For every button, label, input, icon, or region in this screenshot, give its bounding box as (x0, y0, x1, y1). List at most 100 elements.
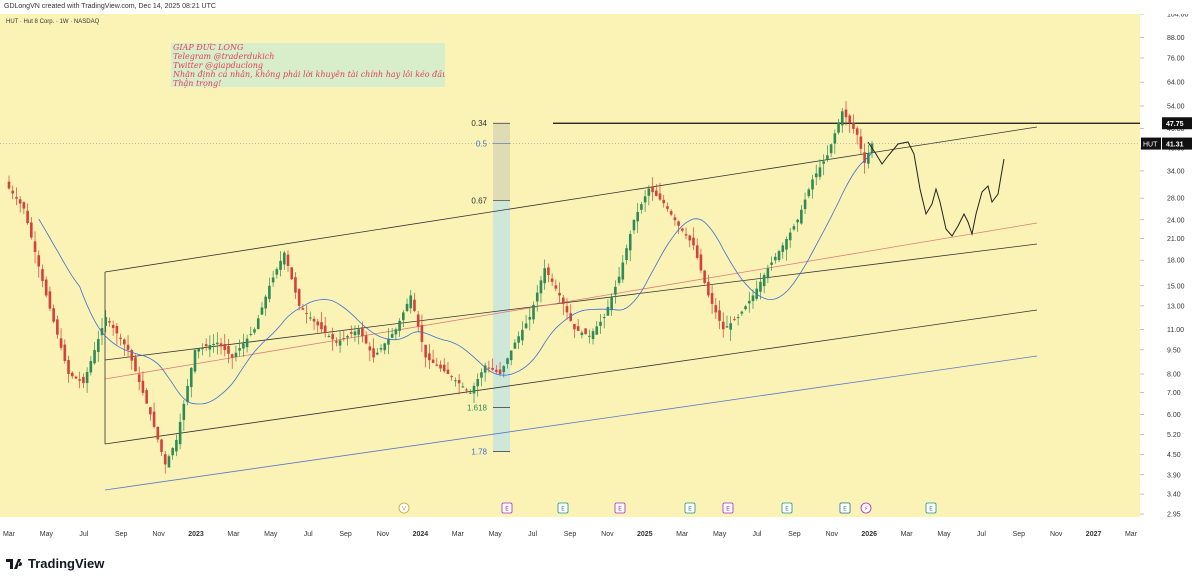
candle-body[interactable] (390, 333, 394, 338)
candle-body[interactable] (130, 350, 134, 361)
candle-body[interactable] (829, 144, 833, 154)
candle-body[interactable] (818, 167, 822, 177)
candle-body[interactable] (305, 312, 308, 314)
candle-body[interactable] (175, 439, 178, 452)
candle-body[interactable] (201, 347, 204, 350)
candle-body[interactable] (409, 295, 413, 309)
candle-body[interactable] (840, 111, 844, 126)
candle-body[interactable] (595, 326, 599, 335)
candle-body[interactable] (268, 285, 271, 299)
candle-body[interactable] (684, 234, 688, 236)
candle-body[interactable] (781, 245, 785, 252)
candle-body[interactable] (197, 348, 201, 352)
candle-body[interactable] (636, 211, 639, 222)
candle-body[interactable] (349, 332, 353, 334)
candle-body[interactable] (524, 323, 528, 329)
candle-body[interactable] (762, 275, 766, 287)
candle-body[interactable] (387, 338, 390, 345)
candle-body[interactable] (766, 268, 770, 279)
candle-body[interactable] (699, 254, 703, 271)
candle-body[interactable] (361, 327, 364, 337)
candle-body[interactable] (446, 369, 450, 374)
candle-body[interactable] (844, 109, 848, 118)
candle-body[interactable] (733, 319, 736, 321)
candle-body[interactable] (513, 342, 517, 349)
candle-body[interactable] (402, 312, 405, 321)
candle-body[interactable] (777, 251, 781, 260)
plot-area[interactable] (0, 14, 1140, 517)
candle-body[interactable] (335, 341, 338, 343)
candle-body[interactable] (468, 392, 472, 394)
candle-body[interactable] (602, 317, 606, 319)
candle-body[interactable] (803, 199, 807, 210)
candle-body[interactable] (67, 360, 70, 374)
event-marker-earnings[interactable] (925, 502, 937, 514)
candle-body[interactable] (800, 209, 803, 224)
candle-body[interactable] (442, 364, 446, 372)
candle-body[interactable] (688, 235, 692, 241)
candle-body[interactable] (22, 202, 26, 209)
candle-body[interactable] (264, 296, 267, 309)
candle-body[interactable] (632, 219, 636, 231)
candle-body[interactable] (740, 311, 744, 314)
candle-body[interactable] (7, 181, 11, 189)
candle-body[interactable] (82, 376, 85, 384)
candle-body[interactable] (666, 206, 669, 209)
candle-body[interactable] (234, 352, 238, 357)
candle-body[interactable] (576, 326, 580, 331)
candle-body[interactable] (353, 331, 357, 336)
candle-body[interactable] (375, 352, 379, 355)
candle-body[interactable] (338, 340, 342, 346)
candle-body[interactable] (487, 367, 491, 369)
candle-body[interactable] (126, 344, 130, 350)
candle-body[interactable] (152, 411, 156, 427)
candle-body[interactable] (859, 136, 863, 149)
candle-body[interactable] (476, 379, 480, 387)
candle-body[interactable] (457, 379, 461, 384)
candle-body[interactable] (238, 348, 241, 351)
candle-body[interactable] (156, 426, 160, 440)
candle-body[interactable] (279, 260, 282, 270)
price-axis[interactable] (1140, 14, 1200, 517)
candle-body[interactable] (137, 374, 141, 383)
candle-body[interactable] (227, 345, 230, 354)
candle-body[interactable] (186, 385, 189, 403)
candle-body[interactable] (219, 343, 223, 347)
candle-body[interactable] (833, 133, 837, 144)
candle-body[interactable] (506, 358, 509, 365)
candle-body[interactable] (253, 329, 256, 333)
candle-body[interactable] (104, 317, 108, 327)
candle-body[interactable] (759, 281, 762, 292)
candle-body[interactable] (242, 343, 245, 349)
candle-body[interactable] (554, 285, 558, 289)
candle-body[interactable] (855, 128, 859, 135)
candle-body[interactable] (223, 343, 227, 351)
candle-body[interactable] (271, 277, 275, 283)
candle-body[interactable] (454, 380, 457, 382)
candle-body[interactable] (707, 281, 710, 296)
price-chart[interactable]: HUT · Hut 8 Corp. · 1W · NASDAQ 104.00 88.… (0, 14, 1200, 547)
candle-body[interactable] (502, 366, 506, 373)
candle-body[interactable] (301, 308, 305, 310)
candle-body[interactable] (695, 245, 699, 258)
candle-body[interactable] (260, 307, 264, 315)
candle-body[interactable] (413, 299, 416, 311)
candle-body[interactable] (848, 115, 852, 124)
candle-body[interactable] (368, 346, 372, 351)
candle-body[interactable] (736, 317, 740, 319)
candle-body[interactable] (290, 267, 294, 280)
candle-body[interactable] (837, 122, 840, 133)
candle-body[interactable] (171, 448, 174, 456)
candle-body[interactable] (535, 292, 539, 302)
candle-body[interactable] (78, 379, 81, 381)
candle-body[interactable] (193, 349, 197, 372)
candle-body[interactable] (134, 357, 137, 372)
candle-body[interactable] (93, 350, 96, 364)
candle-body[interactable] (286, 254, 290, 266)
candle-body[interactable] (208, 345, 212, 350)
time-axis[interactable] (0, 517, 1200, 547)
candle-body[interactable] (588, 335, 591, 337)
candle-body[interactable] (785, 238, 788, 250)
candle-body[interactable] (160, 439, 163, 452)
candle-body[interactable] (747, 300, 751, 304)
